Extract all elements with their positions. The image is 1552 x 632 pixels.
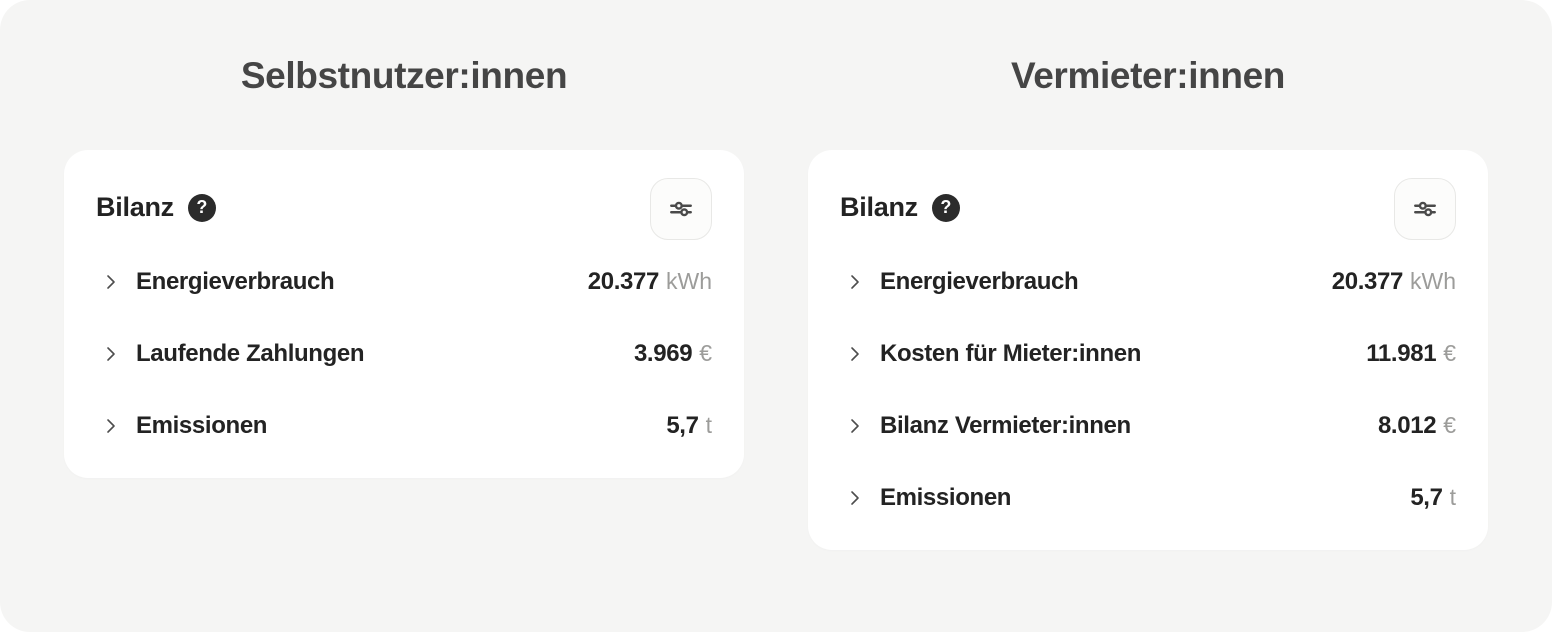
column-selbstnutzer: Selbstnutzer:innen Bilanz ? (64, 54, 744, 632)
row-value: 20.377 (1331, 268, 1404, 295)
row-energieverbrauch[interactable]: Energieverbrauch 20.377 kWh (840, 246, 1456, 318)
row-label: Emissionen (880, 484, 1012, 511)
row-value: 20.377 (587, 268, 660, 295)
rows: Energieverbrauch 20.377 kWh Laufende Zah… (96, 246, 712, 462)
column-title: Vermieter:innen (1010, 55, 1286, 96)
card-title-group: Bilanz ? (840, 192, 960, 223)
row-value-group: 5,7 t (666, 412, 712, 440)
chevron-right-icon (846, 345, 864, 363)
row-value-group: 8.012 € (1378, 412, 1456, 440)
bilanz-card-vermieter: Bilanz ? (808, 150, 1488, 550)
card-title: Bilanz (96, 192, 174, 222)
row-unit: € (699, 340, 712, 366)
row-value-group: 5,7 t (1410, 484, 1456, 512)
rows: Energieverbrauch 20.377 kWh Kosten für M… (840, 246, 1456, 534)
row-unit: kWh (1410, 268, 1456, 294)
row-value: 5,7 (666, 412, 699, 439)
sliders-icon (1412, 196, 1438, 222)
row-laufende-zahlungen[interactable]: Laufende Zahlungen 3.969 € (96, 318, 712, 390)
column-vermieter: Vermieter:innen Bilanz ? (808, 54, 1488, 632)
chevron-right-icon (102, 417, 120, 435)
row-emissionen[interactable]: Emissionen 5,7 t (840, 462, 1456, 534)
row-unit: t (705, 412, 712, 438)
row-unit: kWh (666, 268, 712, 294)
row-label: Energieverbrauch (136, 268, 335, 295)
chevron-right-icon (846, 417, 864, 435)
row-value: 5,7 (1410, 484, 1443, 511)
row-unit: € (1443, 412, 1456, 438)
card-title: Bilanz (840, 192, 918, 222)
card-title-group: Bilanz ? (96, 192, 216, 223)
row-label: Bilanz Vermieter:innen (880, 412, 1131, 439)
row-kosten-mieter[interactable]: Kosten für Mieter:innen 11.981 € (840, 318, 1456, 390)
chevron-right-icon (846, 273, 864, 291)
filter-button[interactable] (1394, 178, 1456, 240)
sliders-icon (668, 196, 694, 222)
row-value: 11.981 (1366, 340, 1437, 367)
help-icon[interactable]: ? (931, 193, 960, 222)
row-value-group: 20.377 kWh (1332, 268, 1456, 296)
filter-button[interactable] (650, 178, 712, 240)
row-unit: t (1449, 484, 1456, 510)
row-value: 3.969 (633, 340, 693, 367)
row-label: Emissionen (136, 412, 268, 439)
row-label: Kosten für Mieter:innen (880, 340, 1142, 367)
chevron-right-icon (846, 489, 864, 507)
chevron-right-icon (102, 273, 120, 291)
row-value: 8.012 (1377, 412, 1437, 439)
card-header: Bilanz ? (840, 178, 1456, 240)
card-header: Bilanz ? (96, 178, 712, 240)
help-icon[interactable]: ? (187, 193, 216, 222)
row-value-group: 20.377 kWh (588, 268, 712, 296)
bilanz-card-selbstnutzer: Bilanz ? (64, 150, 744, 478)
row-energieverbrauch[interactable]: Energieverbrauch 20.377 kWh (96, 246, 712, 318)
row-value-group: 3.969 € (634, 340, 712, 368)
row-bilanz-vermieter[interactable]: Bilanz Vermieter:innen 8.012 € (840, 390, 1456, 462)
row-value-group: 11.981 € (1366, 340, 1456, 368)
row-label: Energieverbrauch (880, 268, 1079, 295)
chevron-right-icon (102, 345, 120, 363)
column-title: Selbstnutzer:innen (240, 55, 568, 96)
row-unit: € (1443, 340, 1456, 366)
row-emissionen[interactable]: Emissionen 5,7 t (96, 390, 712, 462)
row-label: Laufende Zahlungen (136, 340, 365, 367)
